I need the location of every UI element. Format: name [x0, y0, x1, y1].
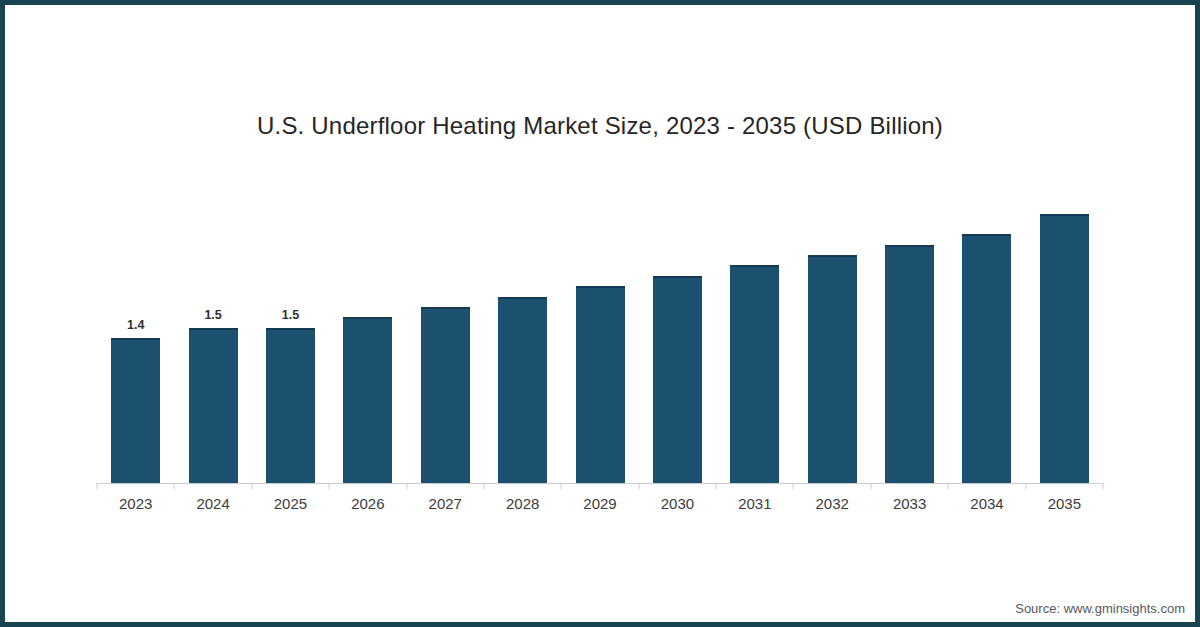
x-axis-tick	[251, 483, 252, 489]
bar	[808, 255, 857, 483]
bar-slot	[948, 214, 1025, 483]
bar-slot: 1.5	[174, 308, 251, 483]
x-axis-line	[97, 483, 1103, 484]
bar-slot	[407, 287, 484, 483]
bar	[1040, 214, 1089, 483]
x-axis-tick	[97, 483, 98, 489]
x-axis-tick	[638, 483, 639, 489]
x-tick-label: 2033	[871, 495, 948, 512]
x-tick-label: 2025	[252, 495, 329, 512]
x-axis-tick	[870, 483, 871, 489]
x-tick-label: 2031	[716, 495, 793, 512]
bar-slot: 1.4	[97, 318, 174, 483]
x-tick-label: 2024	[174, 495, 251, 512]
chart-title: U.S. Underfloor Heating Market Size, 202…	[5, 112, 1195, 140]
x-axis-tick	[329, 483, 330, 489]
bar	[343, 317, 392, 483]
x-axis-tick	[948, 483, 949, 489]
bar	[266, 328, 315, 483]
bar-value-label: 1.5	[282, 308, 299, 323]
bar	[653, 276, 702, 483]
bars: 1.4 1.5 1.5	[97, 155, 1103, 483]
bar-slot	[716, 245, 793, 483]
x-axis-tick	[716, 483, 717, 489]
bar-slot	[329, 297, 406, 483]
x-tick-label: 2032	[794, 495, 871, 512]
x-tick-label: 2026	[329, 495, 406, 512]
bar	[111, 338, 160, 483]
bar-value-label: 1.5	[204, 308, 221, 323]
x-axis-tick	[1025, 483, 1026, 489]
x-tick-label: 2029	[561, 495, 638, 512]
x-axis-tick	[174, 483, 175, 489]
x-tick-label: 2023	[97, 495, 174, 512]
bar-value-label: 1.4	[127, 318, 144, 333]
bar-slot: 1.5	[252, 308, 329, 483]
x-tick-label: 2034	[948, 495, 1025, 512]
plot-area: 1.41.51.5 202320242025202620272028202920…	[97, 155, 1103, 483]
bar-slot	[639, 256, 716, 483]
bar-slot	[1026, 194, 1103, 483]
x-axis-tick	[406, 483, 407, 489]
bar	[189, 328, 238, 483]
bar	[498, 297, 547, 483]
bar	[962, 234, 1011, 483]
bar-slot	[794, 235, 871, 483]
x-tick-label: 2030	[639, 495, 716, 512]
bar	[730, 265, 779, 483]
source-note: Source: www.gminsights.com	[1015, 601, 1185, 616]
chart-page: U.S. Underfloor Heating Market Size, 202…	[0, 0, 1200, 627]
x-tick-label: 2027	[407, 495, 484, 512]
bar-slot	[561, 266, 638, 483]
x-axis-tick	[561, 483, 562, 489]
bar	[576, 286, 625, 483]
bar-slot	[484, 277, 561, 483]
x-tick-label: 2028	[484, 495, 561, 512]
x-axis-tick	[1103, 483, 1104, 489]
x-axis-labels: 2023202420252026202720282029203020312032…	[97, 495, 1103, 512]
x-axis-tick	[483, 483, 484, 489]
bar	[421, 307, 470, 483]
bar-slot	[871, 225, 948, 483]
x-axis-tick	[793, 483, 794, 489]
x-tick-label: 2035	[1026, 495, 1103, 512]
bar	[885, 245, 934, 483]
